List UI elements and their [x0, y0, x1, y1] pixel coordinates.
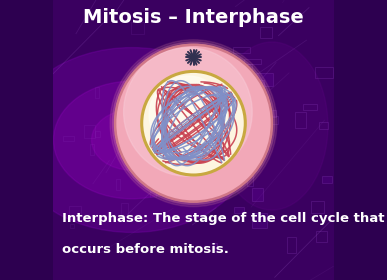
Bar — [233, 47, 250, 53]
Bar — [252, 213, 267, 228]
Bar — [63, 136, 74, 141]
Bar — [229, 119, 235, 130]
Bar — [316, 232, 327, 242]
Text: occurs before mitosis.: occurs before mitosis. — [62, 243, 229, 256]
Bar — [137, 66, 147, 73]
Circle shape — [123, 48, 252, 176]
Bar — [252, 188, 263, 201]
Bar — [91, 144, 94, 155]
Circle shape — [142, 71, 245, 175]
Bar — [264, 116, 278, 124]
Bar — [303, 104, 317, 110]
Bar — [150, 185, 156, 197]
Bar — [247, 174, 253, 186]
Bar — [311, 201, 324, 213]
Bar — [213, 243, 217, 251]
Bar — [95, 131, 100, 137]
Bar — [211, 101, 218, 112]
Bar — [234, 207, 244, 213]
Bar — [322, 176, 332, 183]
Ellipse shape — [216, 42, 328, 210]
Bar — [120, 203, 128, 216]
Bar — [237, 64, 252, 77]
Bar — [69, 206, 81, 216]
Bar — [116, 179, 120, 190]
Bar — [245, 59, 261, 64]
Bar — [219, 95, 233, 109]
Bar — [246, 80, 264, 96]
Circle shape — [149, 76, 227, 154]
Bar — [315, 67, 333, 78]
Circle shape — [114, 44, 273, 203]
Bar — [287, 237, 296, 253]
Bar — [319, 122, 329, 129]
Ellipse shape — [53, 81, 210, 199]
Bar — [262, 110, 276, 117]
Bar — [95, 87, 99, 98]
Circle shape — [112, 42, 275, 204]
Ellipse shape — [92, 110, 172, 170]
Bar — [212, 63, 231, 78]
Circle shape — [192, 56, 195, 59]
Text: Mitosis – Interphase: Mitosis – Interphase — [83, 8, 304, 27]
Circle shape — [115, 45, 272, 202]
Bar — [295, 112, 306, 127]
Circle shape — [110, 40, 277, 207]
Bar — [256, 73, 273, 87]
Bar — [260, 27, 272, 38]
Bar — [84, 125, 95, 137]
Bar — [70, 224, 74, 228]
Text: Interphase: The stage of the cell cycle that: Interphase: The stage of the cell cycle … — [62, 213, 384, 225]
Ellipse shape — [9, 48, 255, 232]
Bar — [131, 22, 144, 34]
